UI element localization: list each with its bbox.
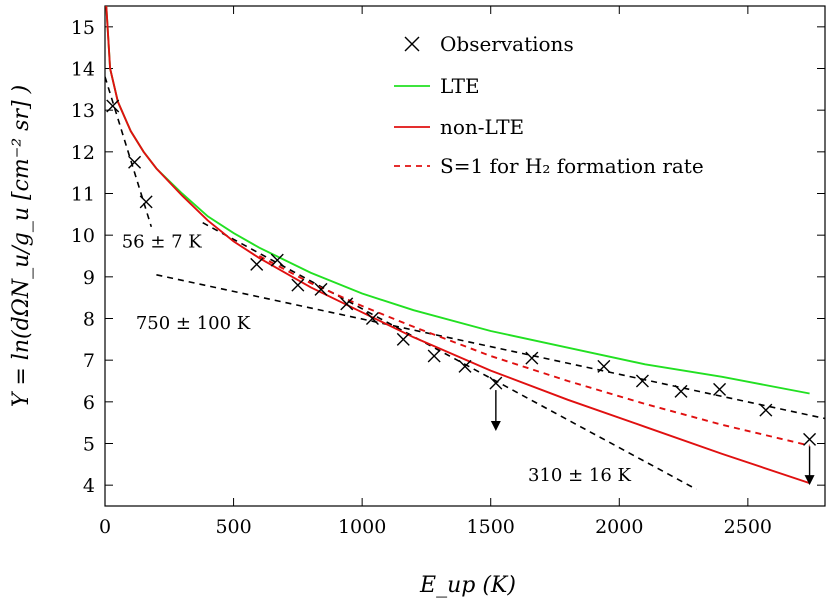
x-axis-label: E_up (K) bbox=[419, 573, 516, 598]
x-tick-label: 2500 bbox=[724, 516, 772, 538]
y-tick-label: 10 bbox=[71, 225, 95, 247]
observation-point bbox=[803, 432, 817, 446]
y-tick-label: 6 bbox=[83, 392, 95, 414]
observation-point bbox=[458, 359, 472, 373]
observation-point bbox=[139, 195, 153, 209]
plot-area: 0 500 1000 1500 2000 2500 4 5 6 7 8 9 10 11 12 13 14 15 56… bbox=[71, 5, 826, 538]
y-tick-label: 14 bbox=[71, 59, 95, 81]
y-tick-label: 11 bbox=[71, 184, 95, 206]
observation-point bbox=[314, 282, 328, 296]
observation-point bbox=[365, 312, 379, 325]
fit-annotation: 310 ± 16 K bbox=[528, 465, 632, 486]
series-line-non-lte bbox=[105, 6, 810, 485]
x-tick-label: 1500 bbox=[467, 516, 515, 538]
series-line-s-1-for-h-formation-rate bbox=[258, 255, 810, 447]
observation-point bbox=[106, 99, 120, 113]
observation-point bbox=[525, 351, 539, 365]
legend-label-s1-h2: S=1 for H₂ formation rate bbox=[440, 154, 704, 178]
legend-label-non-lte: non-LTE bbox=[440, 115, 524, 139]
x-tick-label: 500 bbox=[215, 516, 251, 538]
x-tick-label: 0 bbox=[99, 516, 111, 538]
observation-point bbox=[128, 155, 142, 169]
x-tick-label: 1000 bbox=[338, 516, 386, 538]
observation-point bbox=[427, 349, 441, 363]
fit-line bbox=[202, 221, 697, 491]
fit-annotation: 56 ± 7 K bbox=[122, 232, 203, 253]
y-tick-label: 15 bbox=[71, 17, 95, 39]
y-tick-label: 4 bbox=[83, 475, 95, 497]
legend-s1-h2: S=1 for H₂ formation rate bbox=[394, 154, 704, 178]
series-line-lte bbox=[105, 6, 810, 395]
legend-lte: LTE bbox=[394, 74, 480, 98]
y-tick-label: 5 bbox=[83, 434, 95, 456]
fit-line bbox=[105, 76, 153, 228]
x-tick-label: 2000 bbox=[595, 516, 643, 538]
observation-point bbox=[250, 257, 264, 271]
legend-observations: Observations bbox=[404, 32, 574, 56]
legend-label-lte: LTE bbox=[440, 74, 480, 98]
observation-point bbox=[270, 253, 284, 267]
observation-point bbox=[759, 403, 773, 417]
observation-point bbox=[597, 359, 611, 373]
legend: Observations LTE non-LTE S=1 for H₂ form… bbox=[394, 32, 704, 178]
fit-annotation: 750 ± 100 K bbox=[136, 313, 251, 334]
upper-limit-arrowhead bbox=[490, 421, 501, 431]
y-tick-label: 12 bbox=[71, 142, 95, 164]
y-tick-label: 13 bbox=[71, 100, 95, 122]
observation-point bbox=[713, 382, 727, 396]
upper-limit-arrowhead bbox=[804, 475, 815, 486]
observation-point bbox=[291, 278, 305, 292]
fit-line bbox=[156, 274, 825, 420]
observation-point bbox=[674, 384, 688, 398]
y-tick-label: 8 bbox=[83, 309, 95, 331]
observation-point bbox=[340, 297, 354, 311]
legend-label-observations: Observations bbox=[440, 32, 574, 56]
legend-non-lte: non-LTE bbox=[394, 115, 524, 139]
plot-frame bbox=[104, 5, 826, 507]
observation-point bbox=[635, 374, 649, 388]
y-tick-label: 7 bbox=[83, 350, 95, 372]
observation-point bbox=[396, 332, 410, 346]
y-tick-label: 9 bbox=[83, 267, 95, 289]
observation-point bbox=[489, 376, 503, 390]
y-axis-label: Y = ln(dΩN_u/g_u [cm⁻² sr] ) bbox=[9, 85, 34, 407]
